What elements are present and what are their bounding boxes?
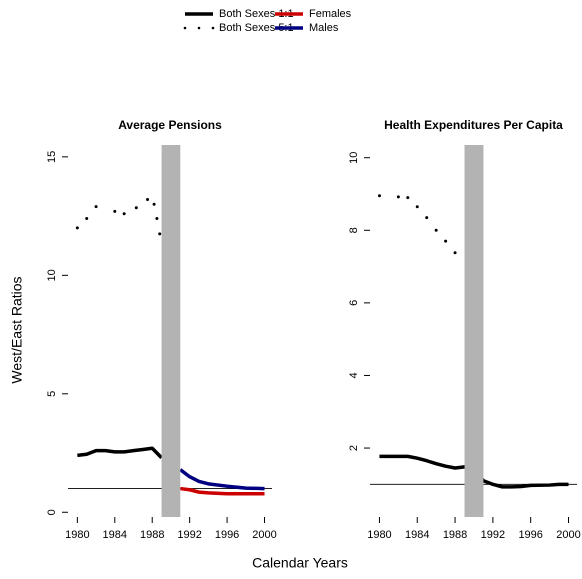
y-tick-label: 4 <box>348 372 360 378</box>
point <box>94 205 98 209</box>
y-tick-label: 5 <box>46 391 58 397</box>
point <box>396 195 400 199</box>
point <box>152 202 156 206</box>
point <box>134 206 138 210</box>
line <box>77 446 163 459</box>
x-tick-label: 2000 <box>252 529 276 541</box>
legend-swatch <box>211 26 215 30</box>
x-axis-label: Calendar Years <box>252 555 348 571</box>
shade-band <box>161 145 181 517</box>
point <box>406 196 410 200</box>
x-tick-label: 1984 <box>405 529 429 541</box>
legend-swatch <box>183 26 187 30</box>
point <box>425 216 429 220</box>
point <box>415 205 419 209</box>
panel-title: Average Pensions <box>118 118 222 132</box>
y-tick-label: 0 <box>46 509 58 515</box>
shade-band <box>464 145 484 517</box>
x-tick-label: 1992 <box>481 529 505 541</box>
point <box>122 212 126 216</box>
x-tick-label: 1980 <box>367 529 391 541</box>
y-axis-label: West/East Ratios <box>9 276 25 383</box>
point <box>158 232 162 236</box>
x-tick-label: 1988 <box>140 529 164 541</box>
line <box>180 486 265 496</box>
x-tick-label: 1996 <box>215 529 239 541</box>
x-tick-label: 2000 <box>556 529 580 541</box>
point <box>113 209 117 213</box>
x-tick-label: 1984 <box>103 529 127 541</box>
legend-label: Both Sexes 1:1 <box>219 8 294 20</box>
x-tick-label: 1996 <box>518 529 542 541</box>
y-tick-label: 15 <box>46 151 58 163</box>
point <box>444 239 448 243</box>
y-tick-label: 6 <box>348 300 360 306</box>
point <box>85 216 89 220</box>
line <box>179 468 265 491</box>
point <box>75 226 79 230</box>
panel-title: Health Expenditures Per Capita <box>384 118 563 132</box>
y-tick-label: 10 <box>348 152 360 164</box>
x-tick-label: 1992 <box>177 529 201 541</box>
y-tick-label: 10 <box>46 269 58 281</box>
point <box>155 216 159 220</box>
x-tick-label: 1980 <box>65 529 89 541</box>
legend-swatch <box>197 26 201 30</box>
y-tick-label: 8 <box>348 227 360 233</box>
point <box>377 194 381 198</box>
point <box>453 251 457 255</box>
y-tick-label: 2 <box>348 445 360 451</box>
legend-label: Both Sexes 5:1 <box>219 22 294 34</box>
legend-label: Females <box>309 8 352 20</box>
point <box>434 228 438 232</box>
legend-label: Males <box>309 22 339 34</box>
x-tick-label: 1988 <box>443 529 467 541</box>
point <box>146 197 150 201</box>
